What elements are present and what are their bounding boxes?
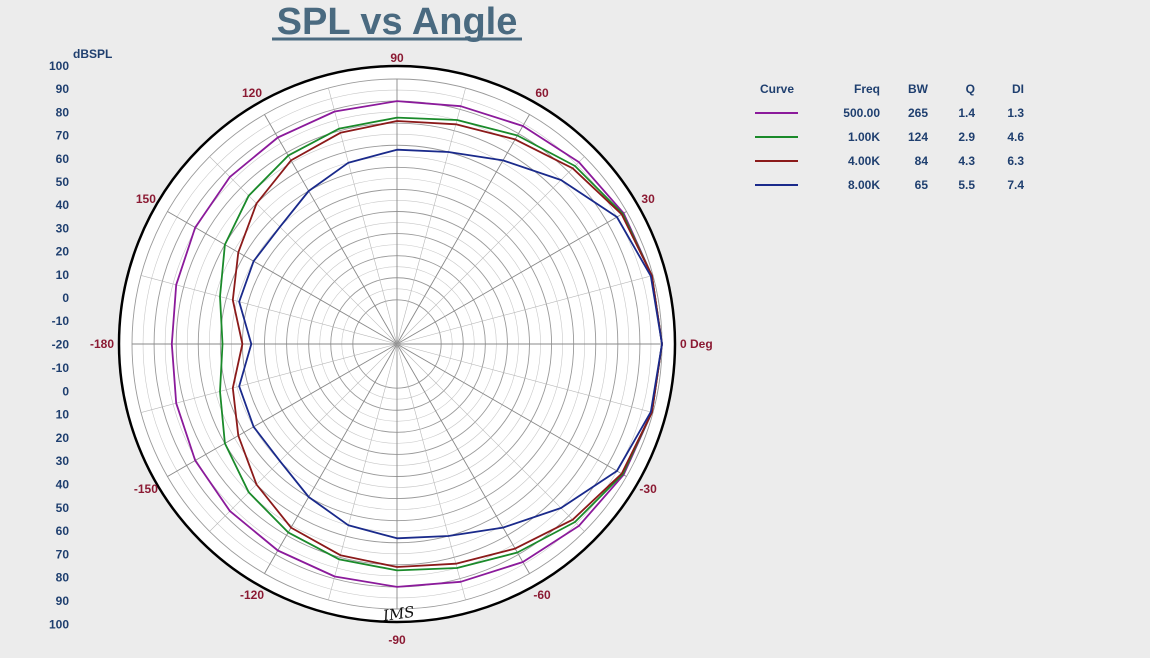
legend-cell: 7.4 xyxy=(1007,178,1024,192)
radial-tick-label: 60 xyxy=(56,152,70,166)
grid-spoke xyxy=(396,343,530,574)
legend-header: DI xyxy=(1012,82,1024,96)
legend-header: BW xyxy=(908,82,929,96)
grid-spoke xyxy=(140,343,398,413)
angle-tick-label: -60 xyxy=(533,588,551,602)
legend-cell: 6.3 xyxy=(1007,154,1024,168)
angle-labels: 0 Deg 30 60 90 120 150 -180 -150 -120 -90 -60 -30 xyxy=(90,51,713,647)
radial-tick-label: 20 xyxy=(56,245,70,259)
grid-spoke xyxy=(264,114,398,345)
radial-tick-label: 80 xyxy=(56,105,70,119)
grid-spoke xyxy=(396,343,466,601)
grid-spoke xyxy=(209,343,398,532)
legend-header: Q xyxy=(966,82,975,96)
grid-spoke xyxy=(209,156,398,345)
radial-tick-label: 0 xyxy=(62,291,69,305)
angle-tick-label: -150 xyxy=(134,482,158,496)
grid-spoke xyxy=(396,275,654,345)
grid-spoke xyxy=(167,211,398,345)
radial-tick-label: 70 xyxy=(56,547,70,561)
grid-spoke xyxy=(396,343,627,477)
legend-cell: 2.9 xyxy=(958,130,975,144)
angle-tick-label: -30 xyxy=(639,482,657,496)
series-line-4.00K xyxy=(231,120,663,568)
legend-cell: 4.3 xyxy=(958,154,975,168)
chart-title: SPL vs Angle xyxy=(277,1,518,43)
series-line-500.00 xyxy=(170,100,663,588)
legend-header: Curve xyxy=(760,82,794,96)
grid-spoke xyxy=(396,211,627,345)
grid-spoke xyxy=(396,114,530,345)
radial-tick-label: 100 xyxy=(49,59,69,73)
legend-cell: 1.00K xyxy=(848,130,880,144)
angle-tick-label: 120 xyxy=(242,86,262,100)
series-line-8.00K xyxy=(238,148,663,540)
ims-watermark: IMS xyxy=(381,603,416,625)
series-line-1.00K xyxy=(219,116,663,572)
legend-header: Freq xyxy=(854,82,880,96)
legend-cell: 500.00 xyxy=(843,106,880,120)
angle-tick-label: 60 xyxy=(535,86,549,100)
radial-tick-label: 20 xyxy=(56,431,70,445)
angle-tick-label: -120 xyxy=(240,588,264,602)
grid-spoke xyxy=(396,343,585,532)
grid-spoke xyxy=(396,343,654,413)
legend: Curve Freq BW Q DI 500.00 265 1.4 1.3 1.00K 124 2.9… xyxy=(755,82,1024,192)
radial-labels: 1009080706050403020100-10-20-10010203040… xyxy=(49,59,69,631)
legend-cell: 65 xyxy=(915,178,929,192)
grid-spoke xyxy=(328,343,398,601)
radial-tick-label: 40 xyxy=(56,478,70,492)
radial-tick-label: -20 xyxy=(52,337,70,351)
radial-tick-label: 60 xyxy=(56,524,70,538)
legend-cell: 5.5 xyxy=(958,178,975,192)
radial-tick-label: 30 xyxy=(56,221,70,235)
radial-tick-label: -10 xyxy=(52,314,70,328)
angle-tick-label: 30 xyxy=(641,192,655,206)
radial-tick-label: 100 xyxy=(49,617,69,631)
radial-tick-label: 90 xyxy=(56,82,70,96)
radial-tick-label: 10 xyxy=(56,408,70,422)
legend-cell: 1.3 xyxy=(1007,106,1024,120)
grid-spoke xyxy=(140,275,398,345)
radial-tick-label: 70 xyxy=(56,129,70,143)
legend-cell: 4.00K xyxy=(848,154,880,168)
angle-tick-label: -90 xyxy=(388,633,406,647)
legend-cell: 1.4 xyxy=(958,106,975,120)
angle-tick-label: -180 xyxy=(90,337,114,351)
series-layer xyxy=(170,100,663,588)
radial-unit-label: dBSPL xyxy=(73,47,112,61)
radial-tick-label: 80 xyxy=(56,571,70,585)
radial-tick-label: 40 xyxy=(56,198,70,212)
legend-cell: 84 xyxy=(915,154,929,168)
radial-tick-label: 0 xyxy=(62,384,69,398)
radial-tick-label: 50 xyxy=(56,501,70,515)
grid-spoke xyxy=(264,343,398,574)
legend-cell: 265 xyxy=(908,106,928,120)
angle-tick-label: 150 xyxy=(136,192,156,206)
radial-tick-label: 10 xyxy=(56,268,70,282)
radial-tick-label: 30 xyxy=(56,454,70,468)
radial-tick-label: 90 xyxy=(56,594,70,608)
grid-spoke xyxy=(328,87,398,345)
grid-spoke xyxy=(396,87,466,345)
radial-tick-label: -10 xyxy=(52,361,70,375)
grid-spoke xyxy=(396,156,585,345)
legend-cell: 124 xyxy=(908,130,928,144)
legend-cell: 8.00K xyxy=(848,178,880,192)
angle-tick-label: 0 Deg xyxy=(680,337,713,351)
radial-tick-label: 50 xyxy=(56,175,70,189)
legend-cell: 4.6 xyxy=(1007,130,1024,144)
grid-spoke xyxy=(167,343,398,477)
angle-tick-label: 90 xyxy=(390,51,404,65)
